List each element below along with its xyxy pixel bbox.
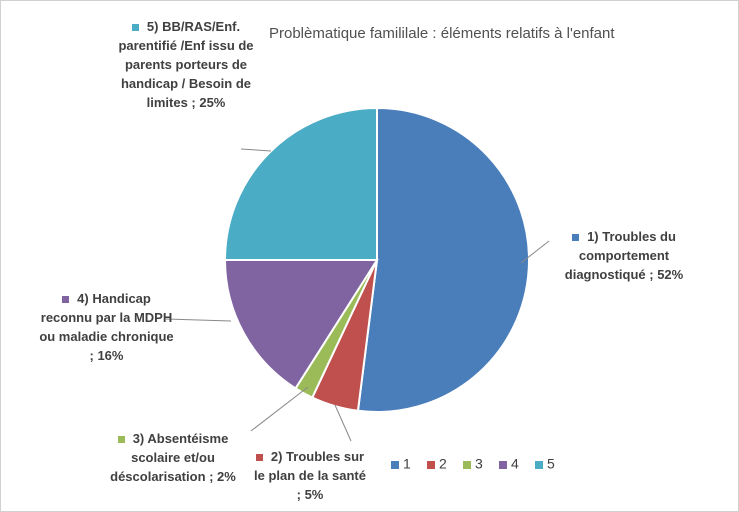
label-text: 4) Handicap reconnu par la MDPH ou malad… [39,291,174,363]
data-label: 4) Handicap reconnu par la MDPH ou malad… [39,289,174,365]
legend-swatch [535,461,543,469]
legend-swatch [427,461,435,469]
legend-swatch [463,461,471,469]
chart-title: Problèmatique famililale : éléments rela… [269,25,615,42]
label-marker [62,296,70,303]
label-marker [255,454,263,461]
leader-line [520,240,550,264]
label-marker [572,234,580,241]
leader-line [334,404,352,442]
legend-label: 5 [547,456,555,472]
legend-swatch [499,461,507,469]
label-text: 1) Troubles du comportement diagnostiqué… [564,229,684,282]
label-marker [117,436,125,443]
legend-label: 1 [403,456,411,472]
data-label: 3) Absentéisme scolaire et/ou déscolaris… [93,429,253,486]
legend-label: 2 [439,456,447,472]
legend-label: 4 [511,456,519,472]
pie-slice [223,259,379,390]
pie-slice [223,106,378,261]
leader-line [250,386,309,432]
data-label: 2) Troubles sur le plan de la santé ; 5% [251,447,369,504]
leader-line [165,318,232,322]
pie-slice [356,106,530,413]
label-text: 3) Absentéisme scolaire et/ou déscolaris… [110,431,236,484]
data-label: 1) Troubles du comportement diagnostiqué… [549,227,699,284]
label-marker [131,24,139,31]
legend-swatch [391,461,399,469]
data-label: 5) BB/RAS/Enf. parentifié /Enf issu de p… [111,17,261,112]
label-text: 2) Troubles sur le plan de la santé ; 5% [254,449,366,502]
leader-line [240,148,272,152]
label-text: 5) BB/RAS/Enf. parentifié /Enf issu de p… [118,19,254,110]
legend-label: 3 [475,456,483,472]
